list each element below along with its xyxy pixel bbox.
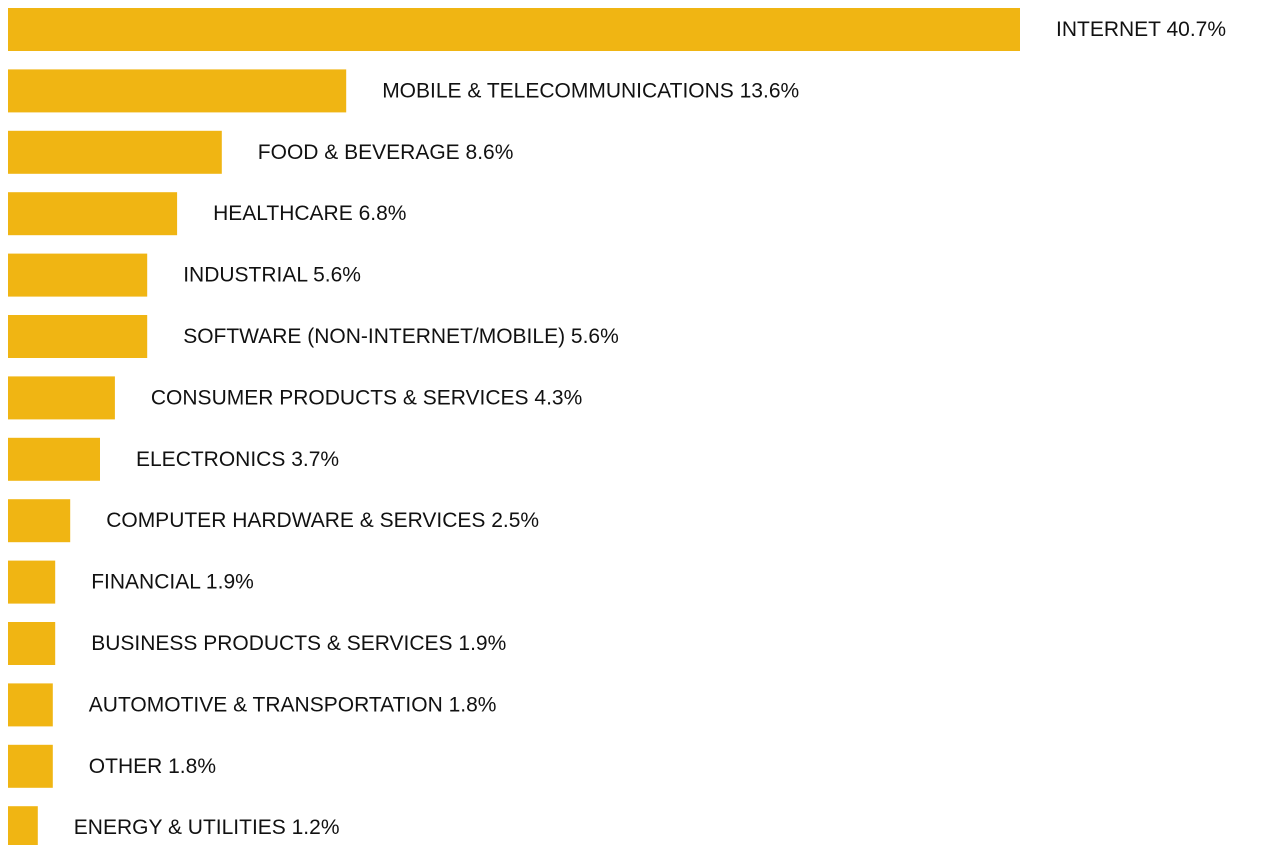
bar-label: BUSINESS PRODUCTS & SERVICES 1.9% bbox=[91, 632, 506, 655]
bar bbox=[8, 253, 148, 297]
bar bbox=[8, 315, 148, 358]
bar-label: OTHER 1.8% bbox=[89, 755, 216, 778]
bar bbox=[8, 8, 1020, 51]
bar-label: HEALTHCARE 6.8% bbox=[213, 202, 406, 225]
bar bbox=[8, 499, 71, 543]
bar-label: FOOD & BEVERAGE 8.6% bbox=[258, 141, 514, 164]
bar-label: ENERGY & UTILITIES 1.2% bbox=[74, 816, 340, 839]
bar bbox=[8, 376, 115, 420]
bars-group bbox=[8, 8, 1020, 845]
bar bbox=[8, 437, 100, 481]
bar-label: COMPUTER HARDWARE & SERVICES 2.5% bbox=[106, 509, 539, 532]
bar-label: MOBILE & TELECOMMUNICATIONS 13.6% bbox=[382, 79, 799, 102]
bar-label: INTERNET 40.7% bbox=[1056, 18, 1226, 41]
bar bbox=[8, 192, 178, 236]
bar-label: AUTOMOTIVE & TRANSPORTATION 1.8% bbox=[89, 693, 497, 716]
bar bbox=[8, 683, 53, 727]
bar bbox=[8, 744, 53, 788]
bar bbox=[8, 130, 222, 174]
labels-group: INTERNET 40.7% MOBILE & TELECOMMUNICATION… bbox=[74, 18, 1226, 839]
bar-label: CONSUMER PRODUCTS & SERVICES 4.3% bbox=[151, 386, 582, 409]
bar-label: FINANCIAL 1.9% bbox=[91, 571, 254, 594]
bar-label: INDUSTRIAL 5.6% bbox=[183, 264, 361, 287]
bar-label: SOFTWARE (NON-INTERNET/MOBILE) 5.6% bbox=[183, 325, 619, 348]
bar bbox=[8, 622, 56, 665]
bar bbox=[8, 560, 56, 604]
bar bbox=[8, 69, 347, 113]
bar bbox=[8, 806, 38, 845]
bar-label: ELECTRONICS 3.7% bbox=[136, 448, 339, 471]
